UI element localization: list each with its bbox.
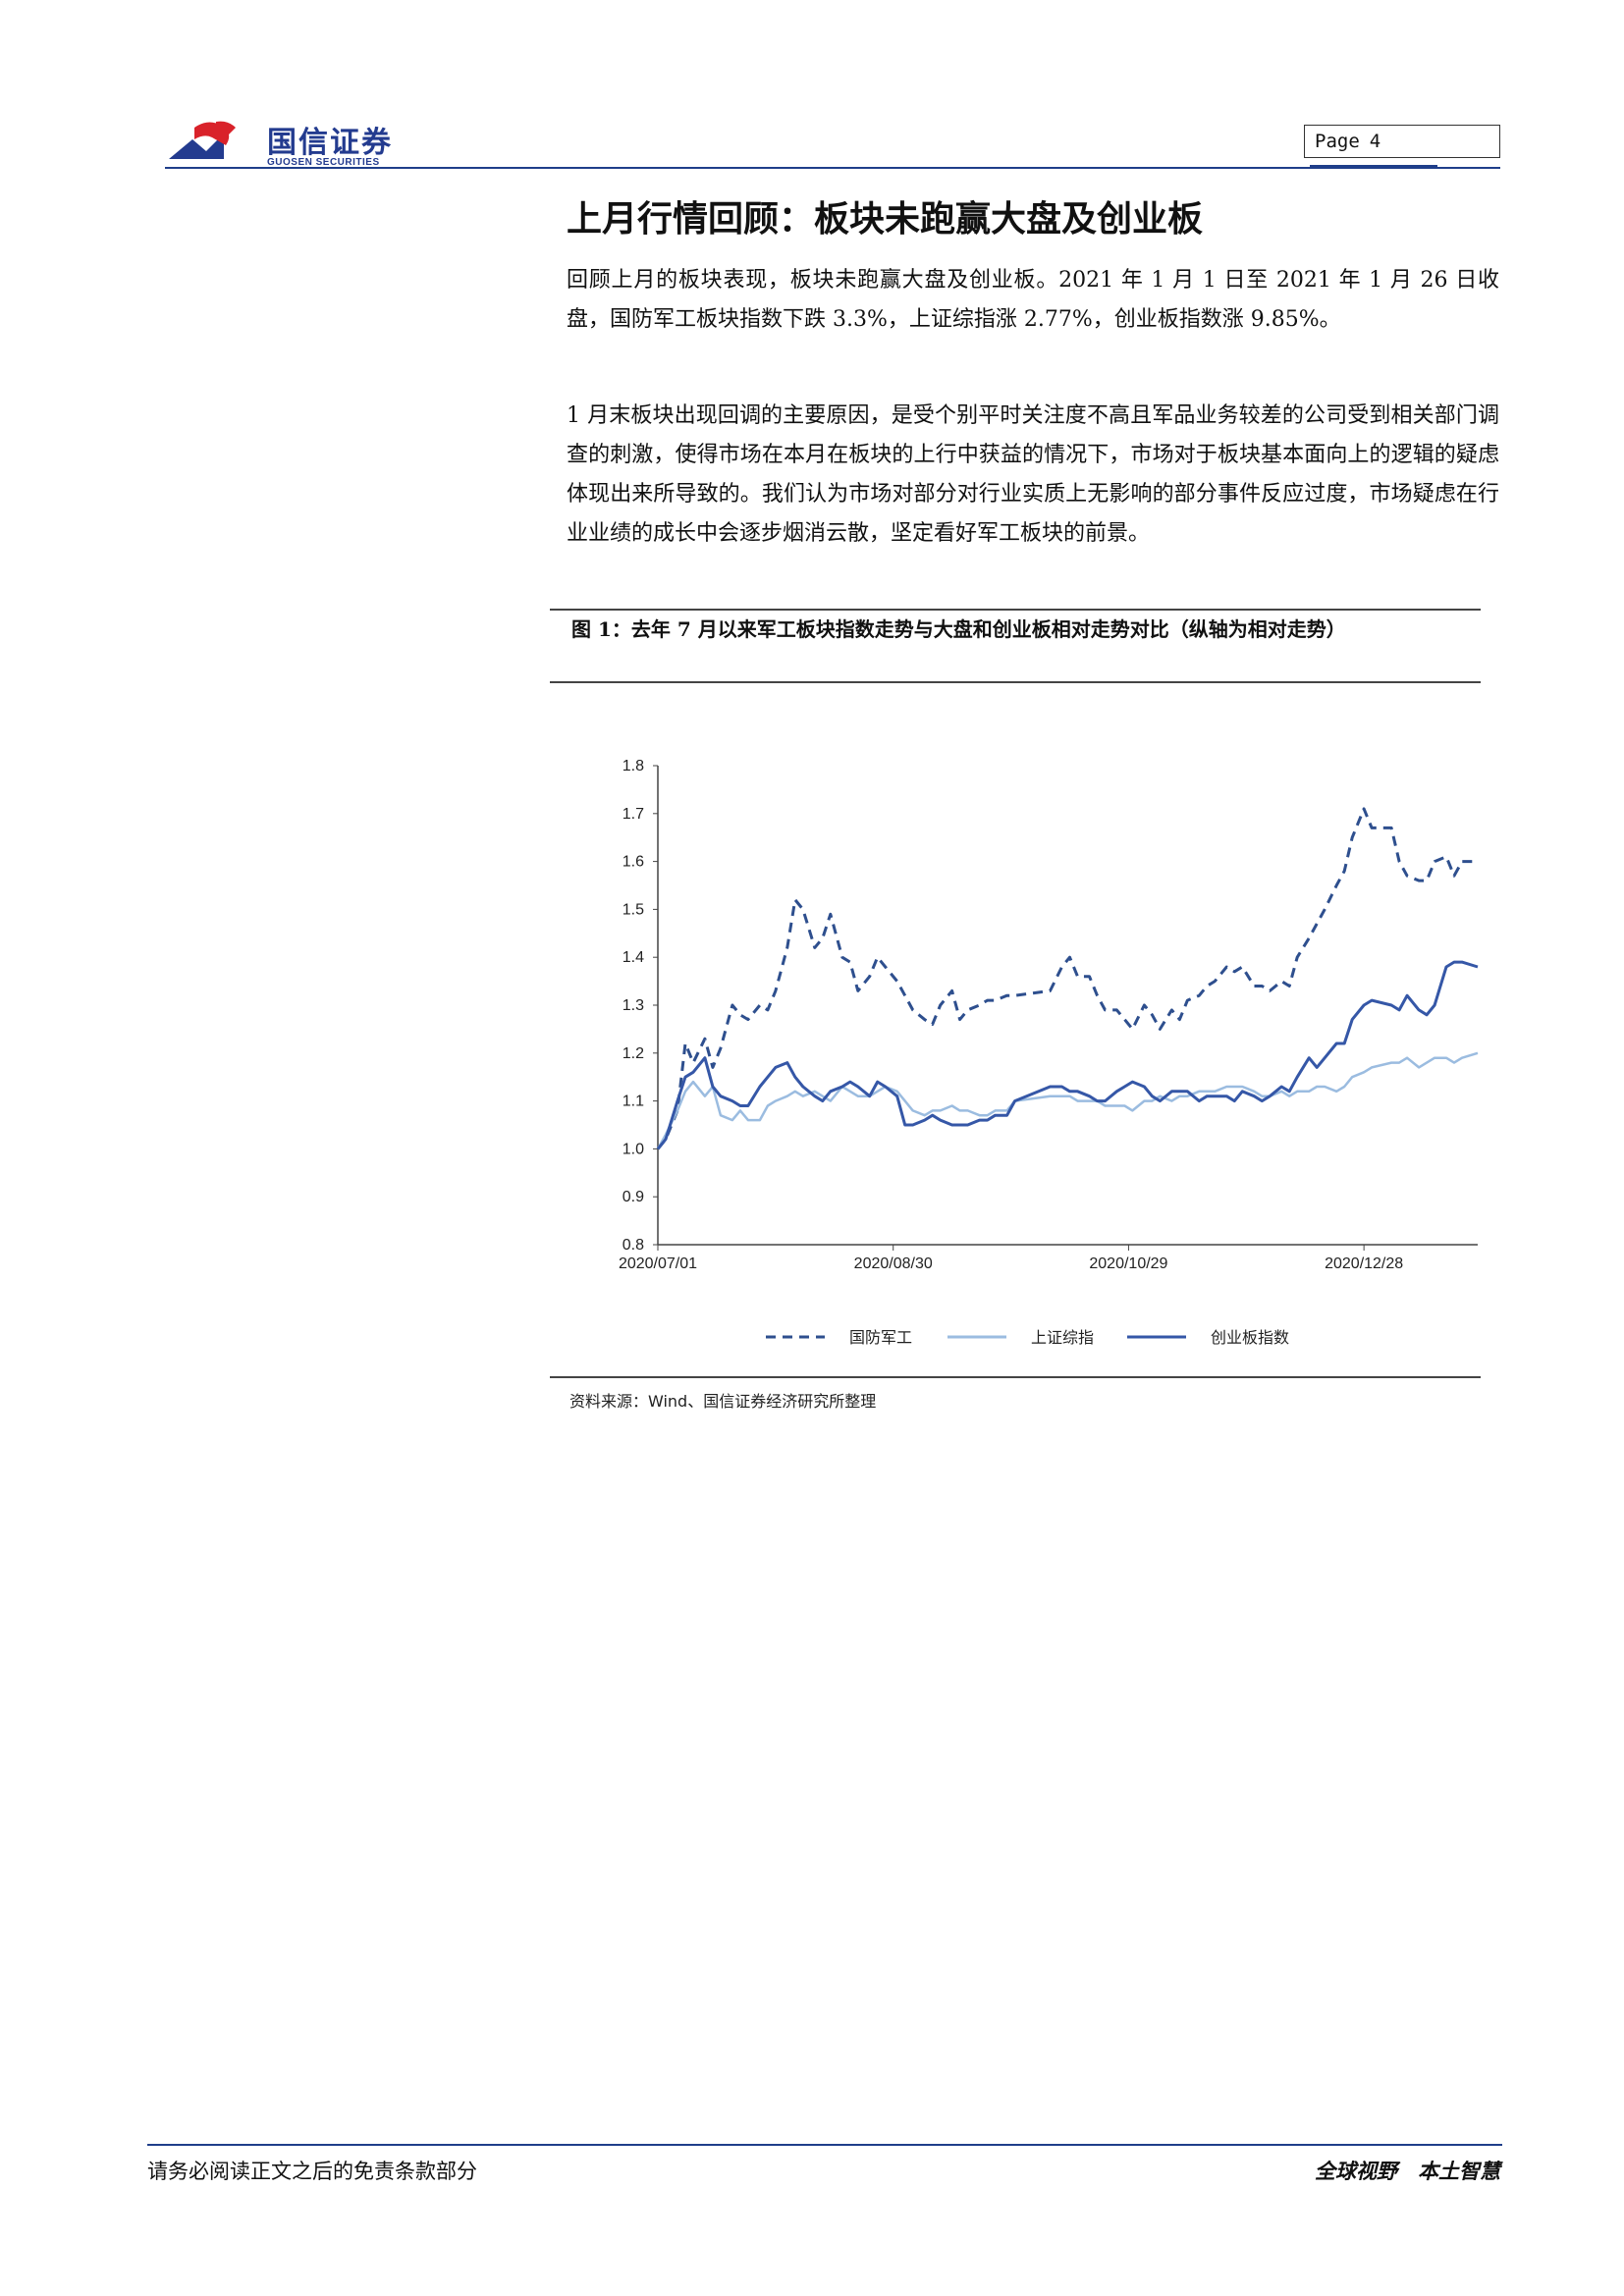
series-line-1 xyxy=(656,807,1478,1150)
page-number: 4 xyxy=(1369,131,1381,152)
footer-disclaimer: 请务必阅读正文之后的免责条款部分 xyxy=(147,2160,477,2183)
y-tick-label: 1.0 xyxy=(623,1141,644,1157)
figure-top-rule xyxy=(550,609,1481,611)
series-line-2 xyxy=(656,1051,1479,1150)
header-divider-accent xyxy=(1310,165,1437,168)
y-tick-label: 1.7 xyxy=(623,806,644,823)
y-tick-label: 0.8 xyxy=(623,1237,644,1254)
y-tick-label: 1.5 xyxy=(623,901,644,918)
y-tick-label: 0.9 xyxy=(623,1189,644,1205)
figure-title-rule xyxy=(550,681,1481,683)
x-tick-label: 2020/10/29 xyxy=(1089,1255,1167,1272)
x-tick-label: 2020/08/30 xyxy=(854,1255,933,1272)
footer-slogan: 全球视野 本土智慧 xyxy=(1315,2159,1500,2183)
legend-label-1: 国防军工 xyxy=(849,1328,912,1347)
y-tick-label: 1.1 xyxy=(623,1094,644,1110)
legend-label-3: 创业板指数 xyxy=(1211,1328,1289,1347)
y-tick-label: 1.6 xyxy=(623,854,644,871)
x-tick-label: 2020/12/28 xyxy=(1325,1255,1403,1272)
section-heading: 上月行情回顾：板块未跑赢大盘及创业板 xyxy=(567,198,1204,240)
x-tick-label: 2020/07/01 xyxy=(619,1255,697,1272)
figure-title: 图 1：去年 7 月以来军工板块指数走势与大盘和创业板相对走势对比（纵轴为相对走… xyxy=(571,617,1346,641)
line-chart: 0.8 0.9 1.0 1.1 1.2 1.3 1.4 1.5 1.6 1.7 1.8 2020/07… xyxy=(619,758,1479,1347)
footer-divider xyxy=(147,2144,1502,2146)
guosen-logo-icon xyxy=(169,121,236,159)
legend-label-2: 上证综指 xyxy=(1031,1328,1094,1347)
figure-bottom-rule xyxy=(550,1376,1481,1378)
page-label: Page xyxy=(1315,131,1360,152)
logo-text-en: GUOSEN SECURITIES xyxy=(267,157,380,168)
paragraph-2: 1 月末板块出现回调的主要原因，是受个别平时关注度不高且军品业务较差的公司受到相… xyxy=(567,403,1499,546)
series-line-3 xyxy=(656,960,1479,1150)
page-indicator: Page 4 xyxy=(1304,125,1500,158)
y-tick-label: 1.4 xyxy=(623,949,644,966)
header-divider xyxy=(165,167,1500,169)
y-tick-label: 1.8 xyxy=(623,758,644,774)
figure-source: 资料来源：Wind、国信证券经济研究所整理 xyxy=(569,1392,877,1411)
y-tick-label: 1.2 xyxy=(623,1045,644,1062)
paragraph-1: 回顾上月的板块表现，板块未跑赢大盘及创业板。2021 年 1 月 1 日至 20… xyxy=(567,268,1499,332)
y-tick-label: 1.3 xyxy=(623,997,644,1014)
logo-text-cn: 国信证券 xyxy=(267,126,393,160)
